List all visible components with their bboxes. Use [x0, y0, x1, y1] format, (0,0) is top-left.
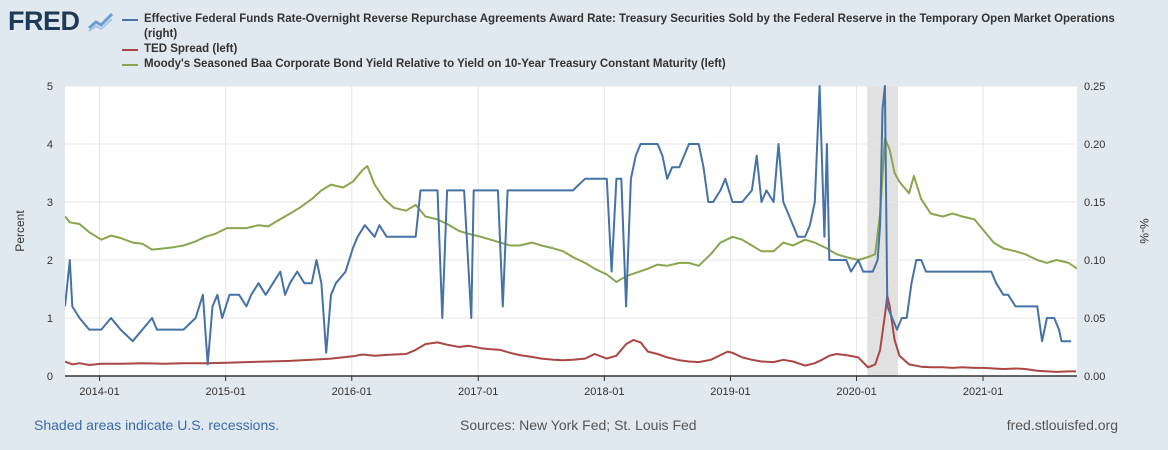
x-tick-label: 2021-01	[963, 386, 1003, 398]
series-line	[65, 137, 1077, 283]
y-tick-label-left: 5	[47, 81, 53, 93]
site-link[interactable]: fred.stlouisfed.org	[1006, 417, 1118, 433]
series-line	[65, 85, 1072, 366]
y-tick-label-right: 0.05	[1084, 313, 1105, 325]
legend-label: Effective Federal Funds Rate-Overnight R…	[144, 13, 1115, 40]
series-line	[65, 295, 1076, 373]
legend-swatch	[122, 49, 138, 51]
chart-trend-icon	[88, 10, 114, 32]
y-tick-label-left: 3	[47, 197, 53, 209]
y-tick-label-right: 0.10	[1084, 255, 1105, 267]
legend-entry[interactable]: Moody's Seasoned Baa Corporate Bond Yiel…	[122, 57, 1122, 72]
chart-legend: Effective Federal Funds Rate-Overnight R…	[122, 12, 1122, 72]
fred-logo[interactable]: FRED	[8, 6, 118, 40]
legend-entry[interactable]: TED Spread (left)	[122, 42, 1122, 57]
x-tick-label: 2020-01	[836, 386, 876, 398]
y-axis-label-left: Percent	[13, 210, 27, 252]
y-tick-label-left: 4	[47, 139, 53, 151]
recession-note: Shaded areas indicate U.S. recessions.	[34, 417, 280, 433]
y-tick-label-right: 0.00	[1084, 371, 1105, 383]
y-tick-label-right: 0.15	[1084, 197, 1105, 209]
plot-background	[65, 86, 1077, 376]
y-tick-label-right: 0.25	[1084, 81, 1105, 93]
fred-logo-text: FRED	[8, 6, 80, 36]
x-tick-label: 2016-01	[332, 386, 372, 398]
legend-swatch	[122, 64, 138, 66]
y-tick-label-left: 2	[47, 255, 53, 267]
x-tick-label: 2019-01	[710, 386, 750, 398]
y-tick-label-left: 1	[47, 313, 53, 325]
y-axis-label-right: %-%	[1137, 218, 1151, 244]
x-tick-label: 2014-01	[79, 386, 119, 398]
sources-text: Sources: New York Fed; St. Louis Fed	[460, 417, 697, 433]
legend-swatch	[122, 19, 138, 21]
legend-label: TED Spread (left)	[144, 43, 238, 55]
x-tick-label: 2018-01	[584, 386, 624, 398]
legend-entry[interactable]: Effective Federal Funds Rate-Overnight R…	[122, 12, 1122, 42]
y-tick-label-left: 0	[47, 371, 53, 383]
y-tick-label-right: 0.20	[1084, 139, 1105, 151]
x-tick-label: 2017-01	[458, 386, 498, 398]
x-tick-label: 2015-01	[205, 386, 245, 398]
legend-label: Moody's Seasoned Baa Corporate Bond Yiel…	[144, 58, 726, 70]
